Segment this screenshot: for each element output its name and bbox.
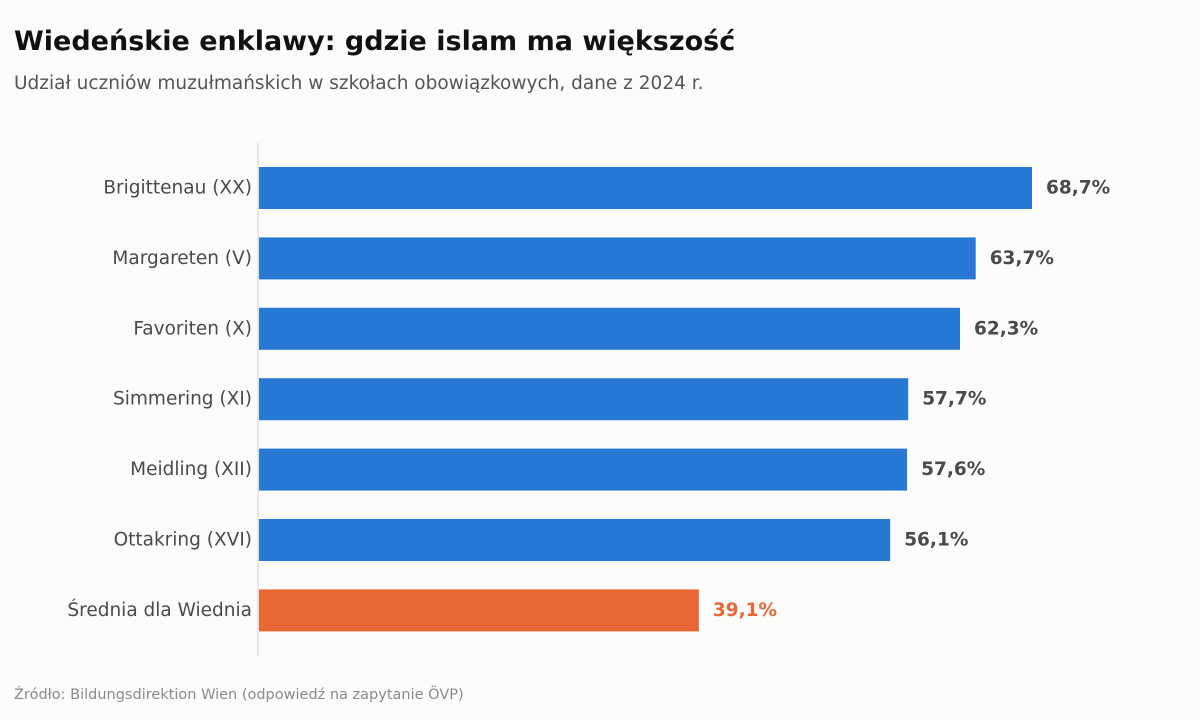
- category-label-2: Favoriten (X): [133, 318, 252, 339]
- bar-3: [259, 378, 909, 421]
- value-label-6: 39,1%: [713, 600, 777, 621]
- category-label-5: Ottakring (XVI): [114, 530, 252, 551]
- bar-5: [259, 519, 891, 561]
- value-label-1: 63,7%: [990, 248, 1054, 269]
- value-label-0: 68,7%: [1046, 178, 1110, 199]
- value-label-3: 57,7%: [922, 389, 986, 410]
- bar-2: [259, 307, 960, 350]
- bar-4: [259, 448, 908, 491]
- source-note: Źródło: Bildungsdirektion Wien (odpowied…: [14, 687, 464, 703]
- bar-6: [259, 589, 699, 632]
- bar-0: [259, 167, 1032, 209]
- category-label-1: Margareten (V): [112, 248, 252, 269]
- value-label-2: 62,3%: [974, 318, 1038, 339]
- bars-group: Brigittenau (XX) 68,7% Margareten (V) 63,7%…: [67, 167, 1110, 632]
- chart-title: Wiedeńskie enklawy: gdzie islam ma więks…: [14, 26, 736, 57]
- category-label-3: Simmering (XI): [113, 389, 252, 410]
- category-label-0: Brigittenau (XX): [103, 178, 252, 199]
- value-label-5: 56,1%: [904, 530, 968, 551]
- value-label-4: 57,6%: [921, 459, 985, 480]
- category-label-4: Meidling (XII): [130, 459, 252, 480]
- chart-subtitle: Udział uczniów muzułmańskich w szkołach …: [14, 73, 704, 94]
- category-label-6: Średnia dla Wiednia: [67, 599, 252, 621]
- bar-1: [259, 237, 976, 280]
